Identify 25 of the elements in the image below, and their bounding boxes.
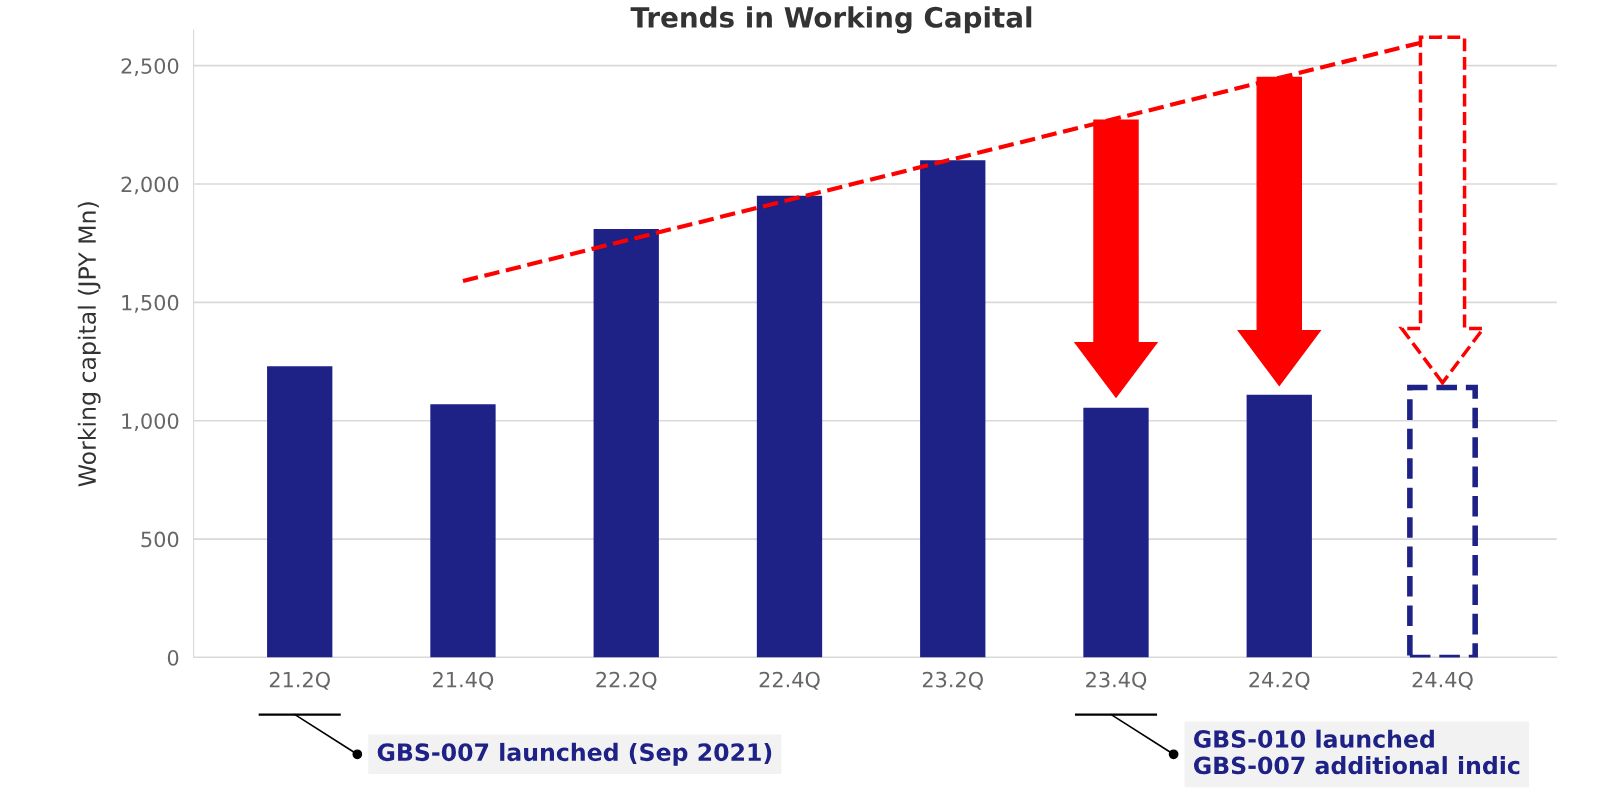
text: GBS-007 launched (Sep 2021)	[377, 742, 772, 766]
x-tick-label: 22.4Q	[759, 671, 820, 690]
y-tick-label: 1,000	[122, 413, 179, 432]
bar	[430, 404, 496, 658]
x-tick-label: 23.2Q	[922, 671, 983, 690]
bar	[920, 160, 986, 658]
x-tick-label: 21.2Q	[269, 671, 330, 690]
bar	[1246, 394, 1312, 658]
x-tick-label: 24.2Q	[1249, 671, 1310, 690]
bar	[756, 195, 823, 658]
y-tick-label: 1,500	[122, 294, 179, 313]
y-tick-label: 0	[167, 649, 179, 666]
chart-title: Trends in Working Capital	[630, 6, 1032, 34]
x-tick-label: 24.4Q	[1412, 671, 1473, 690]
x-tick-label: 23.4Q	[1086, 671, 1147, 690]
bar	[1083, 407, 1149, 658]
x-tick-label: 21.4Q	[433, 671, 494, 690]
bar	[267, 366, 333, 658]
y-tick-label: 2,500	[121, 58, 179, 77]
text: GBS-010 launched GBS-007 additional indic	[1193, 729, 1520, 775]
y-tick-label: 2,000	[121, 176, 179, 195]
x-tick-label: 22.2Q	[596, 671, 657, 690]
y-tick-label: 500	[141, 531, 179, 548]
bar	[593, 229, 659, 658]
y-axis-title: Working capital (JPY Mn)	[77, 202, 101, 487]
